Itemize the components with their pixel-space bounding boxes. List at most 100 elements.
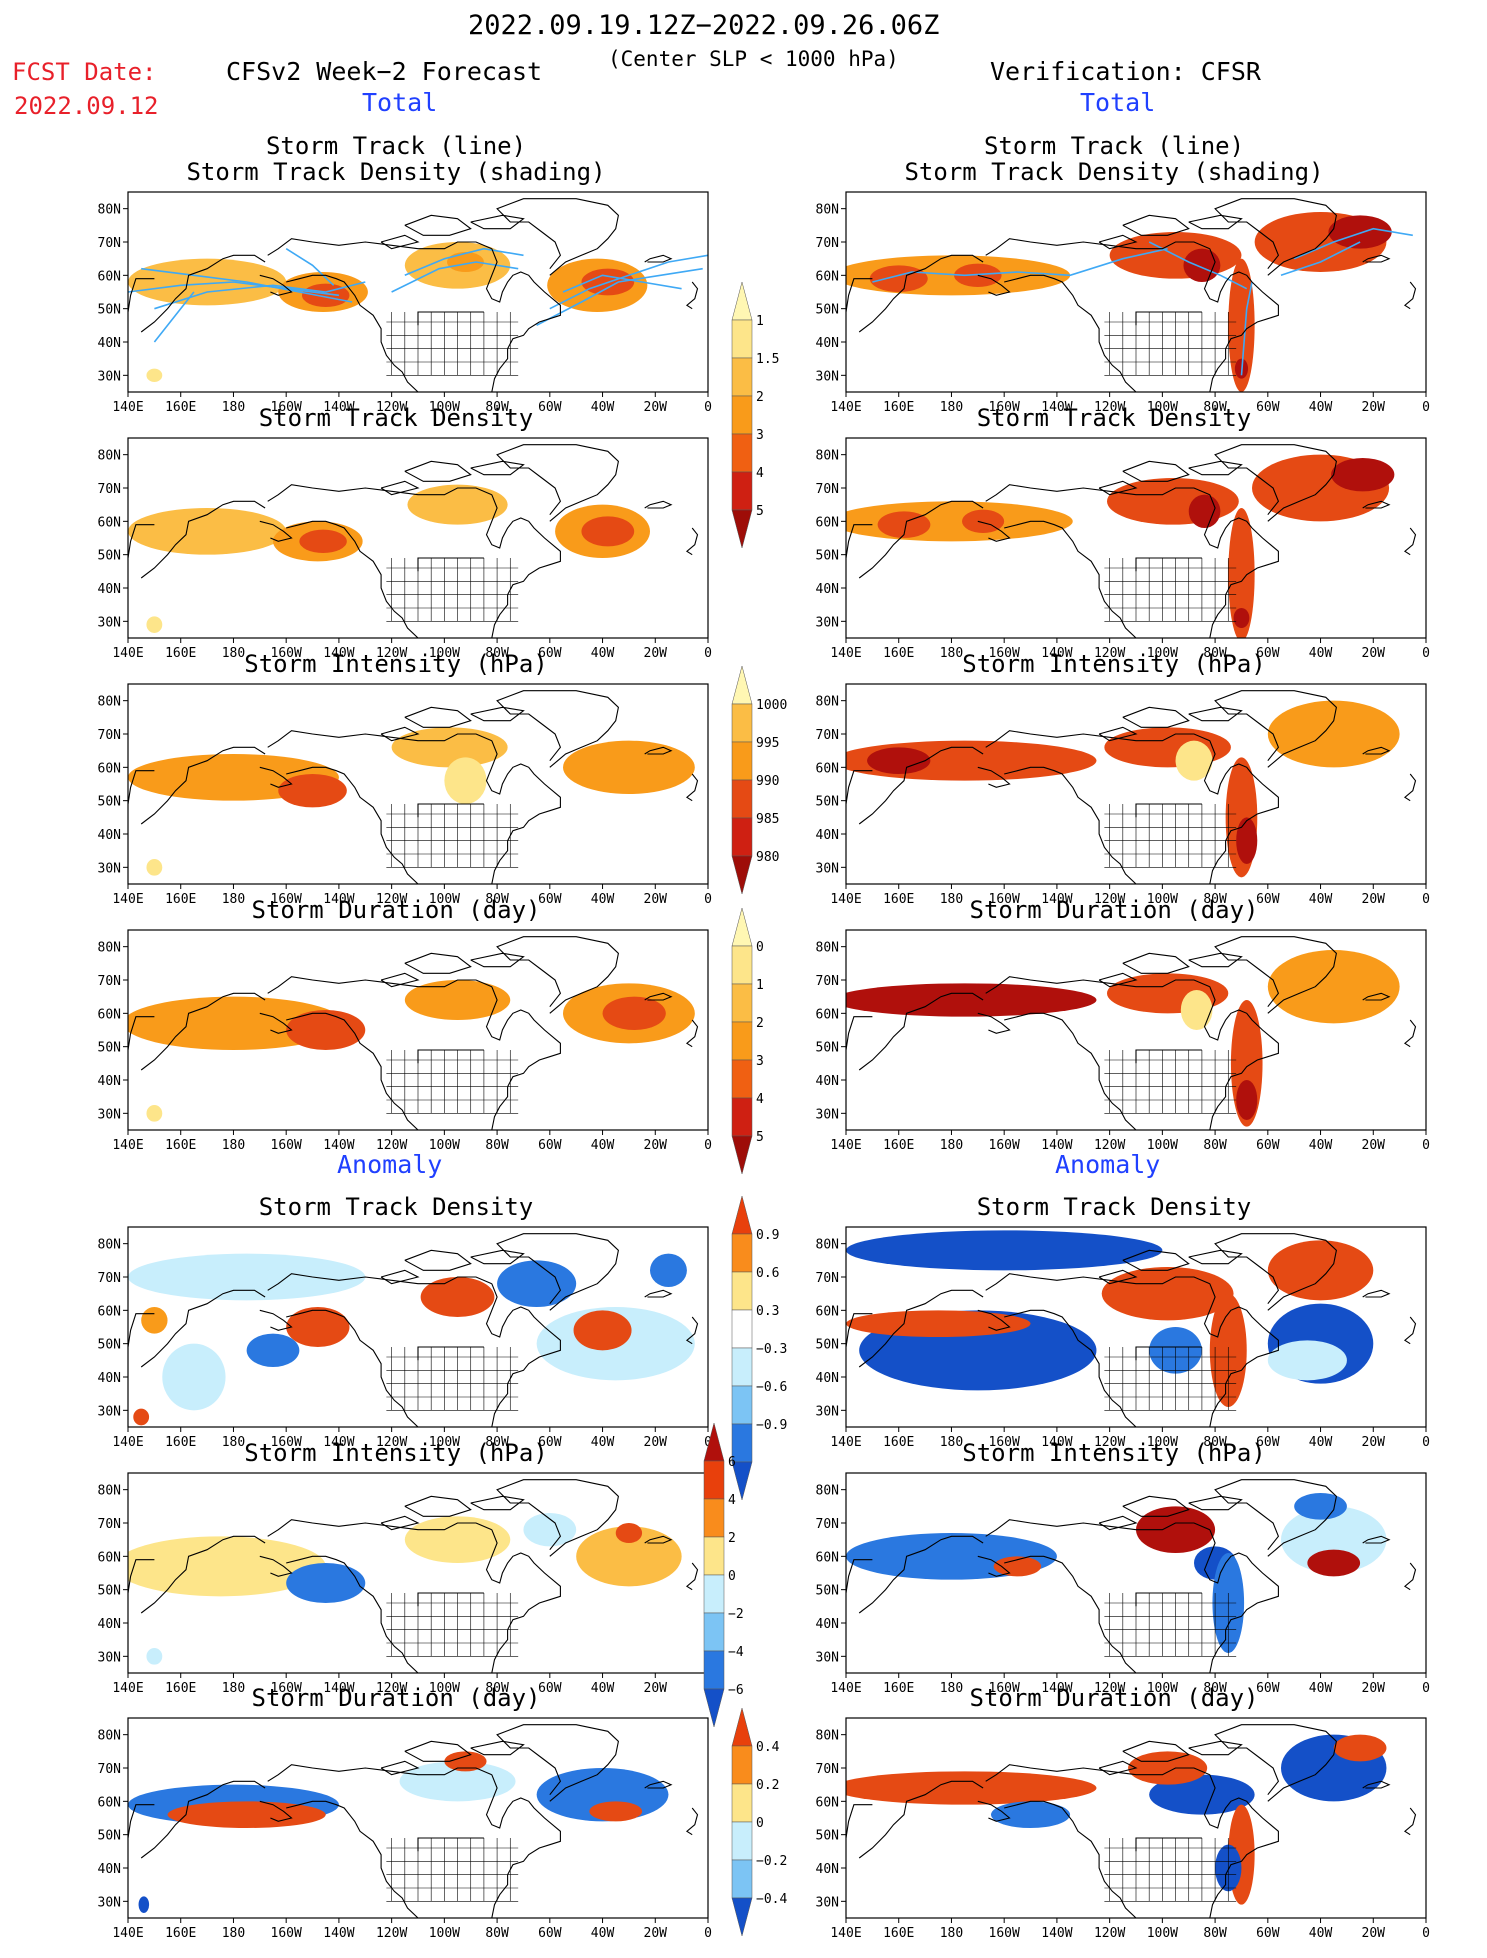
left-anom-intensity-title: Storm Intensity (hPa) bbox=[244, 1439, 548, 1467]
colorbar-segment bbox=[731, 319, 753, 359]
lat-tick-label: 30N bbox=[816, 369, 839, 384]
map-canvas: 80N 70N 60N 50N 40N 30N 140E 160E 180 160W 140W 120… bbox=[816, 1226, 1430, 1450]
lon-tick-label: 100W bbox=[1147, 892, 1178, 907]
coastline-3 bbox=[1004, 766, 1137, 884]
map-frame bbox=[845, 929, 1427, 1131]
colorbar-segment bbox=[731, 1821, 753, 1861]
colorbar-cap-bottom bbox=[731, 1135, 753, 1175]
storm-track-9 bbox=[285, 248, 335, 286]
lon-tick-label: 120W bbox=[376, 400, 407, 415]
right-track-line-title: Storm Track (line) bbox=[983, 132, 1245, 160]
lon-tick-label: 140E bbox=[112, 400, 143, 415]
lon-tick-label: 160W bbox=[271, 646, 302, 661]
map-canvas: 80N 70N 60N 50N 40N 30N 140E 160E 180 160W 140W 120… bbox=[98, 437, 712, 661]
state-borders bbox=[1104, 558, 1237, 622]
coastline-4 bbox=[267, 730, 493, 748]
map-frame bbox=[127, 1226, 709, 1428]
lat-tick-label: 70N bbox=[816, 728, 839, 743]
lon-tick-label: 140W bbox=[323, 892, 354, 907]
lon-tick-label: 100W bbox=[1147, 400, 1178, 415]
state-borders bbox=[386, 804, 519, 868]
coastline-6 bbox=[1214, 1479, 1337, 1557]
lon-tick-label: 180 bbox=[940, 1435, 963, 1450]
field-patch-5 bbox=[1236, 1080, 1258, 1120]
lat-tick-label: 40N bbox=[816, 336, 839, 351]
lon-tick-label: 140E bbox=[112, 1926, 143, 1941]
colorbar-label: 980 bbox=[756, 850, 779, 865]
coastline-7 bbox=[644, 1535, 673, 1544]
panel-right-track-line: 80N 70N 60N 50N 40N 30N 140E 160E 180 160W 140W 120… bbox=[798, 190, 1436, 420]
lon-tick-label: 20W bbox=[644, 400, 668, 415]
field-patch-4 bbox=[563, 740, 695, 794]
coastline-6 bbox=[496, 444, 619, 522]
coastline-10 bbox=[1188, 1495, 1243, 1511]
map-canvas: 80N 70N 60N 50N 40N 30N 140E 160E 180 160W 140W 120… bbox=[98, 683, 712, 907]
coastline-8 bbox=[685, 281, 699, 310]
coastline-3 bbox=[286, 1555, 419, 1673]
storm-track-8 bbox=[153, 291, 195, 343]
map-canvas: 80N 70N 60N 50N 40N 30N 140E 160E 180 160W 140W 120… bbox=[816, 929, 1430, 1153]
coastline-1 bbox=[128, 1559, 155, 1594]
coastline-0 bbox=[140, 500, 266, 579]
field-patch-7 bbox=[1228, 508, 1255, 638]
coastline-10 bbox=[470, 1249, 525, 1265]
colorbar-segment bbox=[731, 1021, 753, 1061]
map-frame bbox=[127, 929, 709, 1131]
lat-tick-label: 40N bbox=[816, 1617, 839, 1632]
map-canvas: 80N 70N 60N 50N 40N 30N 140E 160E 180 160W 140W 120… bbox=[816, 1717, 1430, 1941]
coastline-10 bbox=[1188, 214, 1243, 230]
panel-left-track-line: 80N 70N 60N 50N 40N 30N 140E 160E 180 160W 140W 120… bbox=[80, 190, 718, 420]
lon-tick-label: 40W bbox=[1309, 1681, 1333, 1696]
lat-tick-label: 80N bbox=[98, 1484, 121, 1499]
lat-tick-label: 60N bbox=[98, 269, 121, 284]
lon-tick-label: 160E bbox=[165, 400, 196, 415]
lon-tick-label: 0 bbox=[1422, 1681, 1430, 1696]
lon-tick-label: 140W bbox=[1041, 646, 1072, 661]
colorbar-label: 2 bbox=[756, 1016, 764, 1031]
map-canvas: 80N 70N 60N 50N 40N 30N 140E 160E 180 160W 140W 120… bbox=[98, 191, 712, 415]
field-patch-5 bbox=[146, 859, 163, 876]
lat-tick-label: 70N bbox=[816, 1271, 839, 1286]
lon-tick-label: 0 bbox=[1422, 1138, 1430, 1153]
colorbar-segment bbox=[703, 1536, 725, 1576]
colorbar-label: −0.6 bbox=[756, 1380, 787, 1395]
coastline-2 bbox=[977, 274, 1011, 296]
colorbar-segment bbox=[731, 1271, 753, 1311]
lon-tick-label: 120W bbox=[1094, 1435, 1125, 1450]
coastline-8 bbox=[685, 773, 699, 802]
colorbar-segment bbox=[731, 1783, 753, 1823]
coastline-4 bbox=[985, 1519, 1211, 1537]
field-patch-2 bbox=[391, 727, 508, 768]
coastline-2 bbox=[977, 1800, 1011, 1822]
colorbar-segment bbox=[731, 983, 753, 1023]
coastline-3 bbox=[286, 1012, 419, 1130]
colorbar-cap-bottom bbox=[731, 1897, 753, 1937]
lon-tick-label: 80W bbox=[485, 1681, 509, 1696]
storm-track-1 bbox=[141, 267, 353, 303]
lat-tick-label: 50N bbox=[816, 1041, 839, 1056]
colorbar-canvas: 0.4 0.2 0 −0.2 −0.4 bbox=[731, 1707, 787, 1937]
lon-tick-label: 40W bbox=[1309, 1435, 1333, 1450]
field-patch-0 bbox=[128, 1536, 326, 1597]
coastline-6 bbox=[1214, 690, 1337, 768]
lat-tick-label: 80N bbox=[816, 1484, 839, 1499]
field-patch-1 bbox=[869, 265, 928, 292]
lat-tick-label: 70N bbox=[98, 482, 121, 497]
lon-tick-label: 160W bbox=[271, 1681, 302, 1696]
lon-tick-label: 180 bbox=[222, 1435, 245, 1450]
coastline-8 bbox=[1403, 1316, 1417, 1345]
lon-tick-label: 140W bbox=[323, 646, 354, 661]
lon-tick-label: 140W bbox=[323, 1435, 354, 1450]
colorbar-label: −4 bbox=[728, 1645, 744, 1660]
lat-tick-label: 60N bbox=[816, 269, 839, 284]
lon-tick-label: 80W bbox=[485, 1138, 509, 1153]
state-borders bbox=[386, 312, 519, 376]
lon-tick-label: 60W bbox=[538, 1926, 562, 1941]
coastline-6 bbox=[496, 690, 619, 768]
field-patch-7 bbox=[1228, 258, 1255, 392]
coastline-3 bbox=[286, 520, 419, 638]
lat-tick-label: 70N bbox=[98, 1271, 121, 1286]
colorbar-label: −0.4 bbox=[756, 1892, 787, 1907]
field-patch-7 bbox=[1267, 1240, 1374, 1301]
lon-tick-label: 60W bbox=[1256, 892, 1280, 907]
